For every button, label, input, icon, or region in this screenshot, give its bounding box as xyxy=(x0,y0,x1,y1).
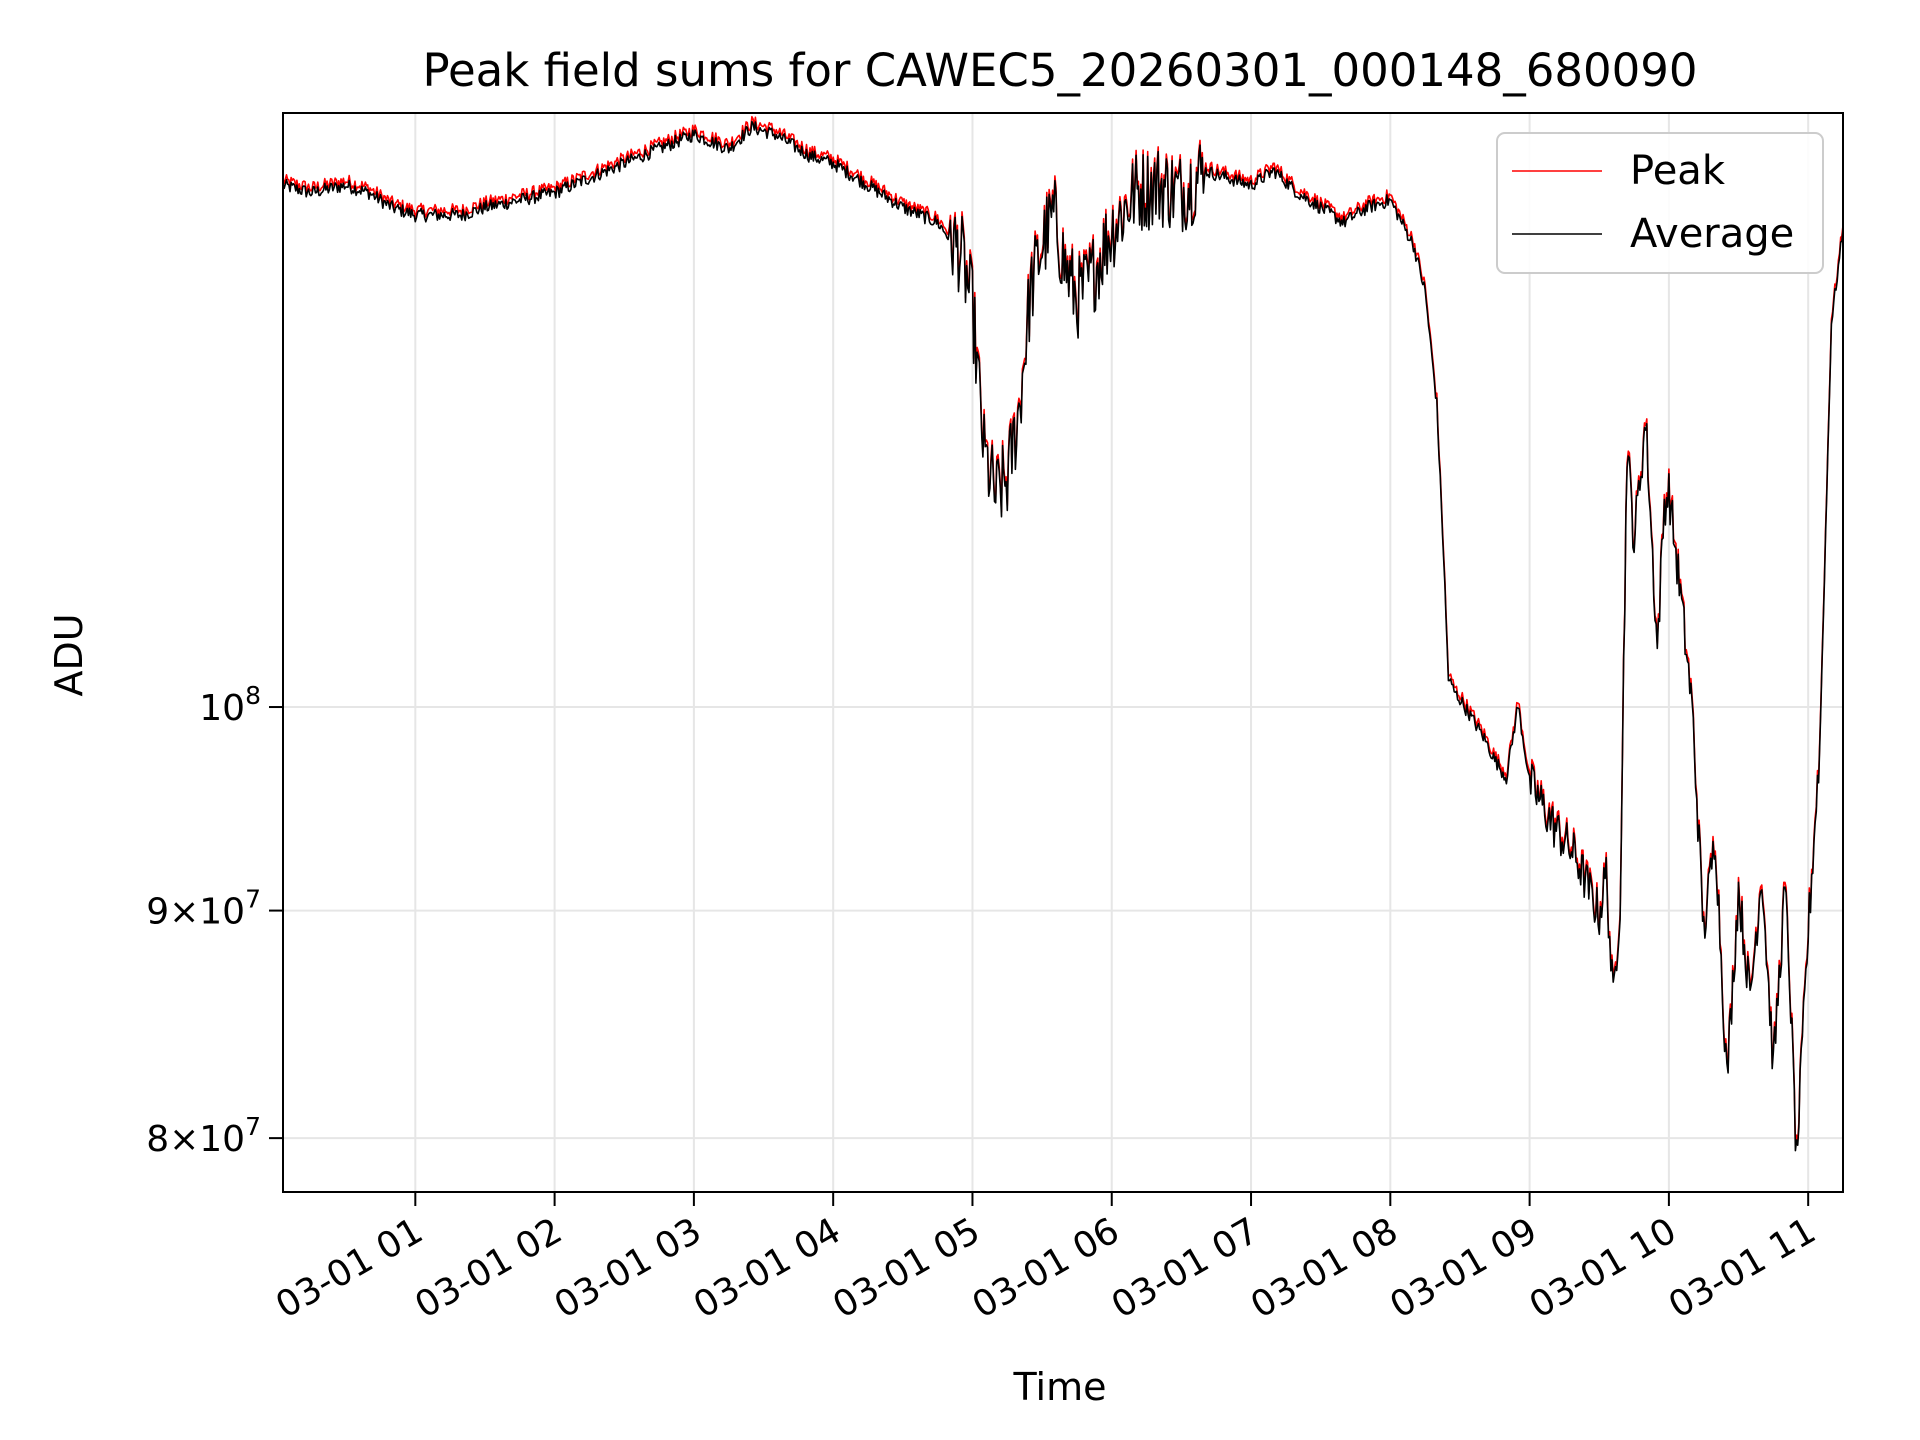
x-axis-label: Time xyxy=(1013,1365,1107,1409)
series-layer xyxy=(282,115,1844,1152)
legend-box xyxy=(1496,132,1824,274)
y-tick-label: 9×107 xyxy=(146,885,261,933)
series-average-line xyxy=(282,120,1844,1152)
series-peak-line xyxy=(282,115,1844,1147)
legend-average-label: Average xyxy=(1630,211,1794,257)
chart-title: Peak field sums for CAWEC5_20260301_0001… xyxy=(422,44,1697,97)
grid xyxy=(283,113,1843,1192)
legend-peak-label: Peak xyxy=(1630,148,1726,194)
plot-frame xyxy=(282,112,1844,1193)
y-tick-label: 8×107 xyxy=(146,1112,261,1160)
y-axis-ticks: 8×107 9×107 108 xyxy=(146,681,283,1160)
legend: Peak Average xyxy=(1496,132,1824,274)
y-tick-label: 108 xyxy=(199,681,261,729)
y-axis-label: ADU xyxy=(47,613,91,696)
